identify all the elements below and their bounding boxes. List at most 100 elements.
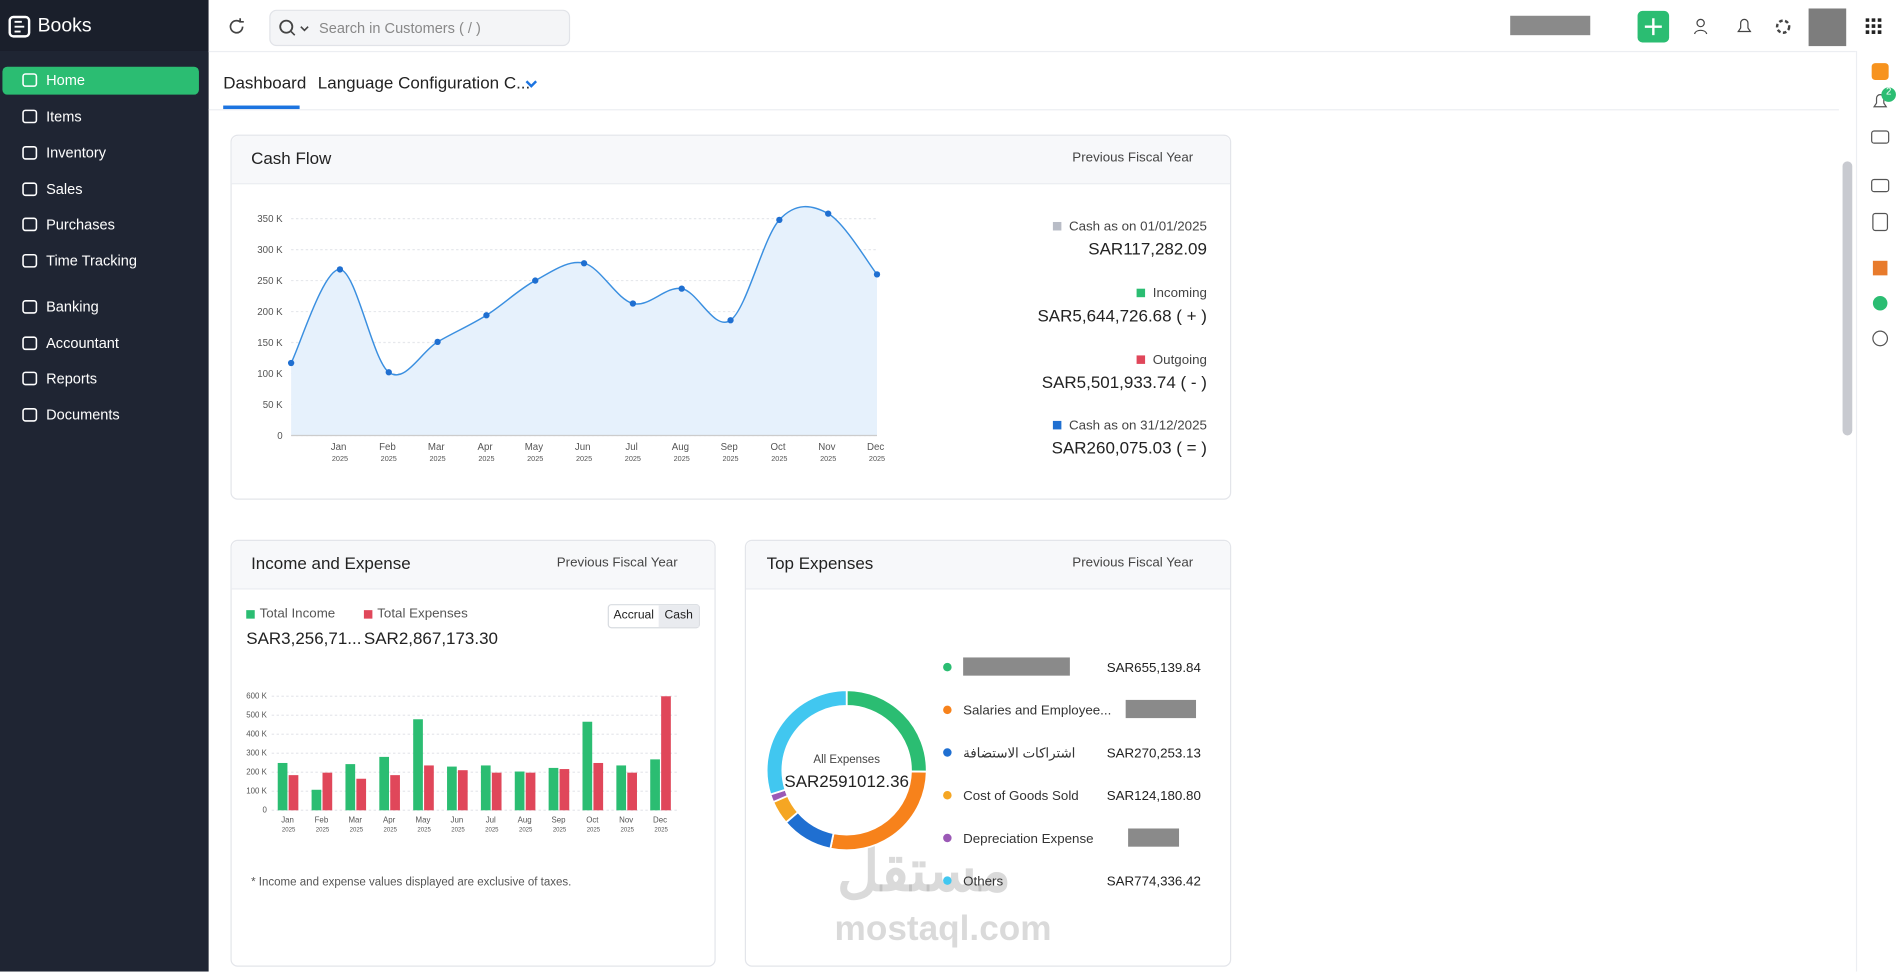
period-select[interactable]: Previous Fiscal Year (1072, 150, 1194, 165)
tab-chevron[interactable] (524, 78, 539, 90)
bar (514, 771, 525, 811)
x-tick-year: 2025 (417, 828, 431, 834)
donut-segment (765, 689, 848, 796)
redacted (1128, 828, 1180, 847)
x-tick-year: 2025 (654, 828, 668, 834)
x-tick-month: Oct (586, 815, 600, 824)
x-tick-label: Apr 2025 (383, 815, 398, 833)
x-tick-year: 2025 (451, 828, 465, 834)
card-title: Income and Expense (251, 553, 411, 573)
bar (661, 696, 671, 811)
legend-dot (943, 876, 952, 885)
apps-grid[interactable] (1865, 18, 1883, 35)
total-label: Total Expenses (377, 606, 468, 622)
rail-icons[interactable] (1857, 51, 1902, 366)
summary-value: SAR117,282.09 (1088, 238, 1207, 259)
nav-icon (22, 371, 38, 386)
x-tick-month: Dec (867, 442, 887, 453)
scrollbar[interactable] (1842, 161, 1853, 436)
tab[interactable]: Language Configuration C... (317, 72, 531, 93)
refresh-icon[interactable] (227, 17, 246, 36)
x-tick-label: Jun 2025 (575, 442, 593, 463)
bar (650, 759, 660, 811)
x-tick-label: Oct 2025 (770, 442, 788, 463)
x-tick-year: 2025 (316, 828, 330, 834)
nav-icon (22, 407, 38, 422)
point (776, 216, 783, 223)
summary-value: SAR5,644,726.68 ( + ) (1037, 305, 1207, 325)
legend-swatch (1053, 421, 1062, 430)
legend-label: Cost of Goods Sold (963, 788, 1079, 803)
bar (379, 756, 390, 811)
summary-label: Outgoing (1042, 352, 1207, 367)
x-tick-year: 2025 (519, 828, 533, 834)
summary-label: Cash as on 01/01/2025 (1053, 220, 1207, 234)
x-tick-label: Sep 2025 (721, 442, 741, 463)
nav-item[interactable]: Sales (46, 180, 83, 198)
bar (593, 762, 604, 811)
point (336, 266, 344, 273)
point (385, 369, 392, 376)
point (678, 285, 685, 292)
x-tick-label: May 2025 (416, 815, 433, 833)
new-button[interactable] (1637, 10, 1670, 43)
x-tick-year: 2025 (771, 454, 787, 463)
nav-item[interactable]: Time Tracking (46, 252, 137, 270)
header-icons[interactable] (1693, 17, 1826, 36)
nav-item[interactable]: Purchases (46, 215, 115, 233)
point (727, 317, 734, 324)
toggle-option[interactable]: Cash (658, 605, 699, 628)
y-tick-label: 0 (262, 806, 267, 815)
legend-dot (943, 705, 952, 715)
bar (288, 775, 299, 811)
area (291, 206, 878, 436)
x-tick-month: Aug (518, 815, 534, 824)
legend-swatch (246, 610, 255, 619)
period-select[interactable]: Previous Fiscal Year (556, 555, 678, 571)
note: * Income and expense values displayed ar… (251, 875, 572, 890)
nav-item[interactable]: Inventory (46, 144, 106, 162)
legend-label: اشتراكات الاستضافة (963, 745, 1075, 761)
summary-item: Cash as on 01/01/2025 SAR117,282.09 (1053, 220, 1207, 259)
tab[interactable]: Dashboard (223, 72, 307, 93)
redacted (1125, 700, 1197, 719)
y-tick-label: 0 (277, 431, 283, 442)
nav-item[interactable]: Accountant (46, 334, 119, 352)
y-tick-label: 300 K (246, 749, 267, 758)
x-tick-month: Jul (486, 815, 498, 824)
toggle-option[interactable]: Accrual (613, 608, 655, 623)
bar (424, 765, 434, 811)
x-tick-label: Jan 2025 (281, 815, 296, 833)
redacted-org[interactable] (1510, 15, 1591, 36)
bar (616, 765, 627, 811)
x-tick-month: May (525, 442, 546, 453)
nav-active (2, 66, 199, 95)
nav-item[interactable]: Home (46, 71, 85, 89)
card-title: Cash Flow (251, 147, 332, 168)
x-tick-label: Oct 2025 (586, 815, 601, 833)
x-tick-year: 2025 (430, 454, 446, 463)
nav-item[interactable]: Items (46, 107, 82, 125)
nav-item[interactable]: Banking (46, 298, 99, 316)
summary-label: Incoming (1037, 286, 1207, 301)
x-tick-month: Aug (672, 442, 692, 453)
tab-underline (223, 105, 300, 110)
x-tick-year: 2025 (820, 454, 836, 463)
legend-value: SAR270,253.13 (1107, 745, 1201, 760)
center-label: All Expenses (813, 754, 880, 766)
period-select[interactable]: Previous Fiscal Year (1072, 555, 1194, 571)
x-tick-label: Jun 2025 (451, 815, 466, 833)
x-tick-year: 2025 (384, 828, 398, 834)
x-tick-year: 2025 (478, 454, 494, 463)
x-tick-month: May (416, 815, 433, 824)
x-tick-label: Dec 2025 (867, 442, 887, 463)
nav-item[interactable]: Documents (46, 406, 120, 424)
donut-segment (784, 810, 835, 850)
x-tick-year: 2025 (674, 454, 690, 463)
avatar[interactable] (1808, 8, 1847, 47)
x-tick-year: 2025 (332, 454, 348, 463)
search-box[interactable]: Search in Customers ( / ) (269, 9, 571, 47)
nav-item[interactable]: Reports (46, 369, 98, 387)
nav-icon (22, 300, 38, 314)
bar (311, 789, 322, 811)
